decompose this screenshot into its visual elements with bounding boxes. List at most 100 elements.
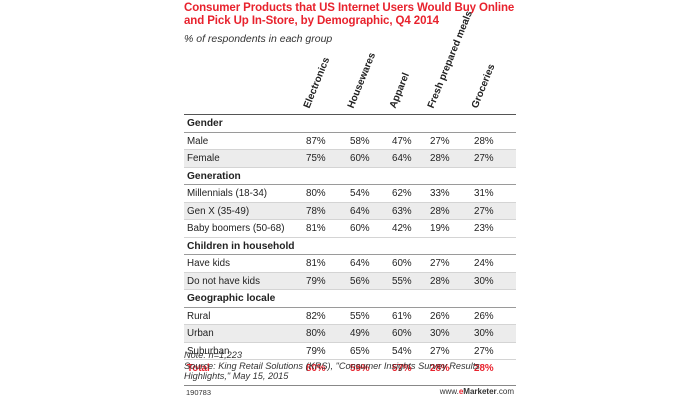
cell-electronics: 82% — [306, 310, 326, 322]
chart-id: 190783 — [186, 388, 212, 397]
cell-electronics: 75% — [306, 153, 326, 164]
cell-housewares: 55% — [350, 310, 370, 322]
row-label: Children in household — [187, 240, 295, 252]
cell-groceries: 28% — [474, 363, 494, 374]
column-header-label: Electronics — [301, 55, 333, 110]
cell-groceries: 24% — [474, 258, 494, 269]
cell-apparel: 62% — [392, 188, 412, 199]
row-label: Female — [187, 153, 220, 164]
cell-fresh-prepared-meals: 26% — [430, 310, 450, 322]
cell-groceries: 27% — [474, 153, 494, 164]
footer-divider — [184, 385, 516, 386]
chart-title: Consumer Products that US Internet Users… — [184, 2, 515, 27]
cell-housewares: 59% — [350, 363, 370, 374]
cell-electronics: 79% — [306, 275, 326, 287]
row-label: Baby boomers (50-68) — [187, 223, 285, 234]
cell-groceries: 28% — [474, 135, 494, 147]
total-row: Total 80% 59% 57% 28% 28% — [184, 360, 516, 378]
brand-e: e — [458, 387, 464, 396]
table-row: Urban 80% 49% 60% 30% 30% — [184, 325, 516, 343]
row-label: Suburban — [187, 345, 230, 357]
cell-fresh-prepared-meals: 30% — [430, 328, 450, 339]
row-label: Millennials (18-34) — [187, 188, 268, 199]
row-label: Total — [187, 363, 210, 374]
cell-housewares: 60% — [350, 153, 370, 164]
column-header-label: Groceries — [469, 62, 498, 110]
row-label: Rural — [187, 310, 211, 322]
cell-fresh-prepared-meals: 27% — [430, 135, 450, 147]
row-label: Gender — [187, 118, 223, 129]
table-row: Gen X (35-49) 78% 64% 63% 28% 27% — [184, 202, 516, 220]
chart-footer: Note: n=1,223 Source: King Retail Soluti… — [184, 350, 516, 382]
table-row: Female 75% 60% 64% 28% 27% — [184, 150, 516, 168]
column-header-housewares: Housewares — [346, 51, 378, 110]
cell-fresh-prepared-meals: 27% — [430, 258, 450, 269]
table-row: Baby boomers (50-68) 81% 60% 42% 19% 23% — [184, 220, 516, 238]
cell-apparel: 57% — [392, 363, 412, 374]
cell-electronics: 81% — [306, 223, 326, 234]
cell-fresh-prepared-meals: 28% — [430, 205, 450, 217]
cell-fresh-prepared-meals: 28% — [430, 275, 450, 287]
cell-housewares: 64% — [350, 205, 370, 217]
cell-electronics: 80% — [306, 363, 326, 374]
row-label: Do not have kids — [187, 275, 260, 287]
cell-electronics: 80% — [306, 328, 326, 339]
row-label: Urban — [187, 328, 214, 339]
cell-apparel: 63% — [392, 205, 412, 217]
column-header-apparel: Apparel — [388, 71, 412, 110]
cell-groceries: 27% — [474, 345, 494, 357]
cell-housewares: 49% — [350, 328, 370, 339]
section-header: Generation — [184, 168, 516, 186]
column-header-label: Housewares — [345, 51, 379, 110]
cell-apparel: 55% — [392, 275, 412, 287]
row-label: Geographic locale — [187, 293, 276, 304]
cell-electronics: 79% — [306, 345, 326, 357]
cell-groceries: 26% — [474, 310, 494, 322]
cell-housewares: 65% — [350, 345, 370, 357]
chart-figure: Consumer Products that US Internet Users… — [184, 0, 516, 400]
cell-apparel: 61% — [392, 310, 412, 322]
cell-fresh-prepared-meals: 19% — [430, 223, 450, 234]
cell-apparel: 54% — [392, 345, 412, 357]
column-header-groceries: Groceries — [470, 63, 498, 110]
cell-groceries: 30% — [474, 275, 494, 287]
table-row: Have kids 81% 64% 60% 27% 24% — [184, 255, 516, 273]
cell-fresh-prepared-meals: 28% — [430, 363, 450, 374]
cell-fresh-prepared-meals: 27% — [430, 345, 450, 357]
cell-apparel: 47% — [392, 135, 412, 147]
column-header-electronics: Electronics — [302, 56, 332, 110]
column-header-label: Apparel — [387, 71, 412, 110]
cell-fresh-prepared-meals: 33% — [430, 188, 450, 199]
cell-electronics: 78% — [306, 205, 326, 217]
brand-prefix: www. — [439, 387, 459, 396]
note-text: Note: n=1,223 — [184, 350, 242, 360]
section-header: Children in household — [184, 238, 516, 256]
cell-fresh-prepared-meals: 28% — [430, 153, 450, 164]
row-label: Gen X (35-49) — [187, 205, 250, 217]
cell-apparel: 64% — [392, 153, 412, 164]
cell-apparel: 60% — [392, 258, 412, 269]
chart-subtitle: % of respondents in each group — [184, 33, 333, 45]
cell-apparel: 42% — [392, 223, 412, 234]
table-row: Male 87% 58% 47% 27% 28% — [184, 133, 516, 151]
cell-apparel: 60% — [392, 328, 412, 339]
row-label: Male — [187, 135, 209, 147]
cell-housewares: 60% — [350, 223, 370, 234]
cell-electronics: 81% — [306, 258, 326, 269]
row-label: Generation — [187, 170, 241, 182]
table-row: Suburban 79% 65% 54% 27% 27% — [184, 343, 516, 361]
cell-housewares: 54% — [350, 188, 370, 199]
header-divider — [184, 114, 516, 115]
cell-housewares: 58% — [350, 135, 370, 147]
cell-groceries: 30% — [474, 328, 494, 339]
brand-url: www.eMarketer.com — [440, 387, 514, 396]
cell-housewares: 64% — [350, 258, 370, 269]
cell-housewares: 56% — [350, 275, 370, 287]
row-label: Have kids — [187, 258, 231, 269]
table-row: Do not have kids 79% 56% 55% 28% 30% — [184, 272, 516, 290]
cell-groceries: 31% — [474, 188, 494, 199]
column-headers: Electronics Housewares Apparel Fresh prepar… — [184, 10, 516, 114]
brand-suffix: .com — [496, 387, 514, 396]
cell-groceries: 23% — [474, 223, 494, 234]
column-header-fresh-prepared-meals: Fresh prepared meals — [426, 10, 475, 110]
